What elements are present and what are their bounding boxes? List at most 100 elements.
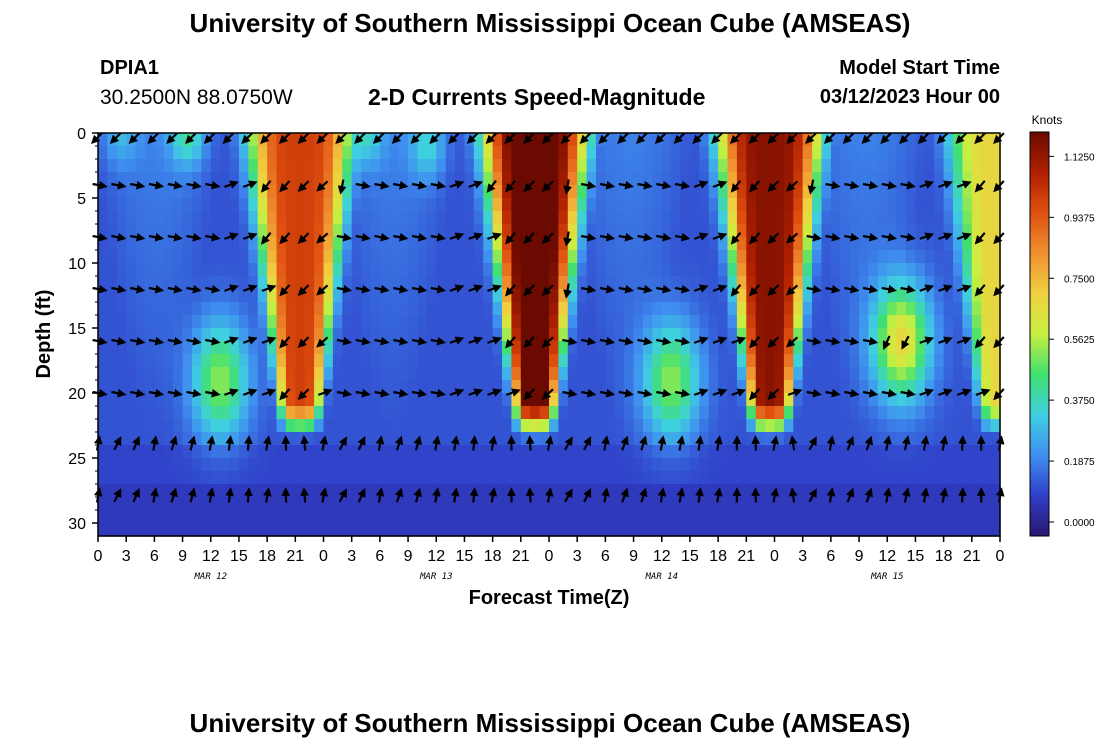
heatmap-cell <box>135 276 146 290</box>
current-arrow <box>449 232 465 241</box>
current-arrow <box>468 388 484 397</box>
heatmap-cell <box>445 367 456 381</box>
heatmap-cell <box>567 367 578 381</box>
heatmap-cell <box>830 289 841 303</box>
heatmap-cell <box>577 380 588 394</box>
heatmap-cell <box>332 510 343 524</box>
heatmap-cell <box>201 510 212 524</box>
heatmap-cell <box>953 406 964 420</box>
heatmap-cell <box>201 458 212 472</box>
heatmap-cell <box>812 224 823 238</box>
heatmap-cell <box>323 289 334 303</box>
heatmap-cell <box>953 289 964 303</box>
heatmap-cell <box>633 185 644 199</box>
heatmap-cell <box>595 263 606 277</box>
current-arrow <box>279 232 291 245</box>
heatmap-cell <box>154 432 165 446</box>
heatmap-cell <box>417 341 428 355</box>
heatmap-cell <box>436 276 447 290</box>
heatmap-cell <box>812 484 823 498</box>
heatmap-cell <box>238 172 249 186</box>
current-arrow <box>676 435 686 451</box>
heatmap-cell <box>708 497 719 511</box>
heatmap-cell <box>361 393 372 407</box>
heatmap-cell <box>868 484 879 498</box>
heatmap-cell <box>680 315 691 329</box>
heatmap-cell <box>953 510 964 524</box>
heatmap-cell <box>906 276 917 290</box>
heatmap-cell <box>877 185 888 199</box>
current-arrow <box>374 336 390 346</box>
heatmap-cell <box>859 146 870 160</box>
heatmap-cell <box>135 458 146 472</box>
heatmap-cell <box>154 250 165 264</box>
heatmap-cell <box>718 510 729 524</box>
heatmap-cell <box>783 445 794 459</box>
heatmap-cell <box>154 393 165 407</box>
heatmap-cell <box>877 458 888 472</box>
heatmap-cell <box>812 510 823 524</box>
current-arrow <box>862 180 879 190</box>
current-arrow <box>203 132 216 145</box>
heatmap-cell <box>370 289 381 303</box>
heatmap-cell <box>342 250 353 264</box>
heatmap-cell <box>755 523 766 537</box>
heatmap-cell <box>511 159 522 173</box>
heatmap-cell <box>783 289 794 303</box>
heatmap-cell <box>943 211 954 225</box>
current-arrow <box>712 232 728 241</box>
heatmap-cell <box>539 406 550 420</box>
heatmap-cell <box>558 406 569 420</box>
heatmap-cell <box>191 380 202 394</box>
heatmap-cell <box>539 250 550 264</box>
current-arrow <box>899 132 911 145</box>
heatmap-cell <box>520 302 531 316</box>
current-arrow <box>338 436 347 451</box>
heatmap-cell <box>107 159 118 173</box>
heatmap-cell <box>173 250 184 264</box>
heatmap-cell <box>323 419 334 433</box>
heatmap-cell <box>774 146 785 160</box>
heatmap-cell <box>877 445 888 459</box>
heatmap-cell <box>492 367 503 381</box>
heatmap-cell <box>182 406 193 420</box>
heatmap-cell <box>953 523 964 537</box>
heatmap-cell <box>295 172 306 186</box>
heatmap-cell <box>210 237 221 251</box>
heatmap-cell <box>248 341 259 355</box>
heatmap-cell <box>586 159 597 173</box>
heatmap-cell <box>736 380 747 394</box>
heatmap-cell <box>652 159 663 173</box>
heatmap-cell <box>924 250 935 264</box>
heatmap-cell <box>906 211 917 225</box>
heatmap-cell <box>229 406 240 420</box>
heatmap-cell <box>370 458 381 472</box>
heatmap-cell <box>689 445 700 459</box>
heatmap-cell <box>924 328 935 342</box>
heatmap-cell <box>821 328 832 342</box>
heatmap-cell <box>981 497 992 511</box>
heatmap-cell <box>981 198 992 212</box>
heatmap-cell <box>689 276 700 290</box>
heatmap-cell <box>323 445 334 459</box>
heatmap-cell <box>699 172 710 186</box>
heatmap-cell <box>257 354 268 368</box>
heatmap-cell <box>144 198 155 212</box>
heatmap-cell <box>793 445 804 459</box>
heatmap-cell <box>304 211 315 225</box>
heatmap-cell <box>934 159 945 173</box>
heatmap-cell <box>408 289 419 303</box>
heatmap-cell <box>971 367 982 381</box>
heatmap-cell <box>116 367 127 381</box>
heatmap-cell <box>295 471 306 485</box>
heatmap-cell <box>464 328 475 342</box>
heatmap-cell <box>173 393 184 407</box>
heatmap-cell <box>276 380 287 394</box>
heatmap-cell <box>182 341 193 355</box>
heatmap-cell <box>389 276 400 290</box>
heatmap-cell <box>793 497 804 511</box>
heatmap-cell <box>953 211 964 225</box>
heatmap-cell <box>924 367 935 381</box>
heatmap-cell <box>173 380 184 394</box>
heatmap-cell <box>727 458 738 472</box>
